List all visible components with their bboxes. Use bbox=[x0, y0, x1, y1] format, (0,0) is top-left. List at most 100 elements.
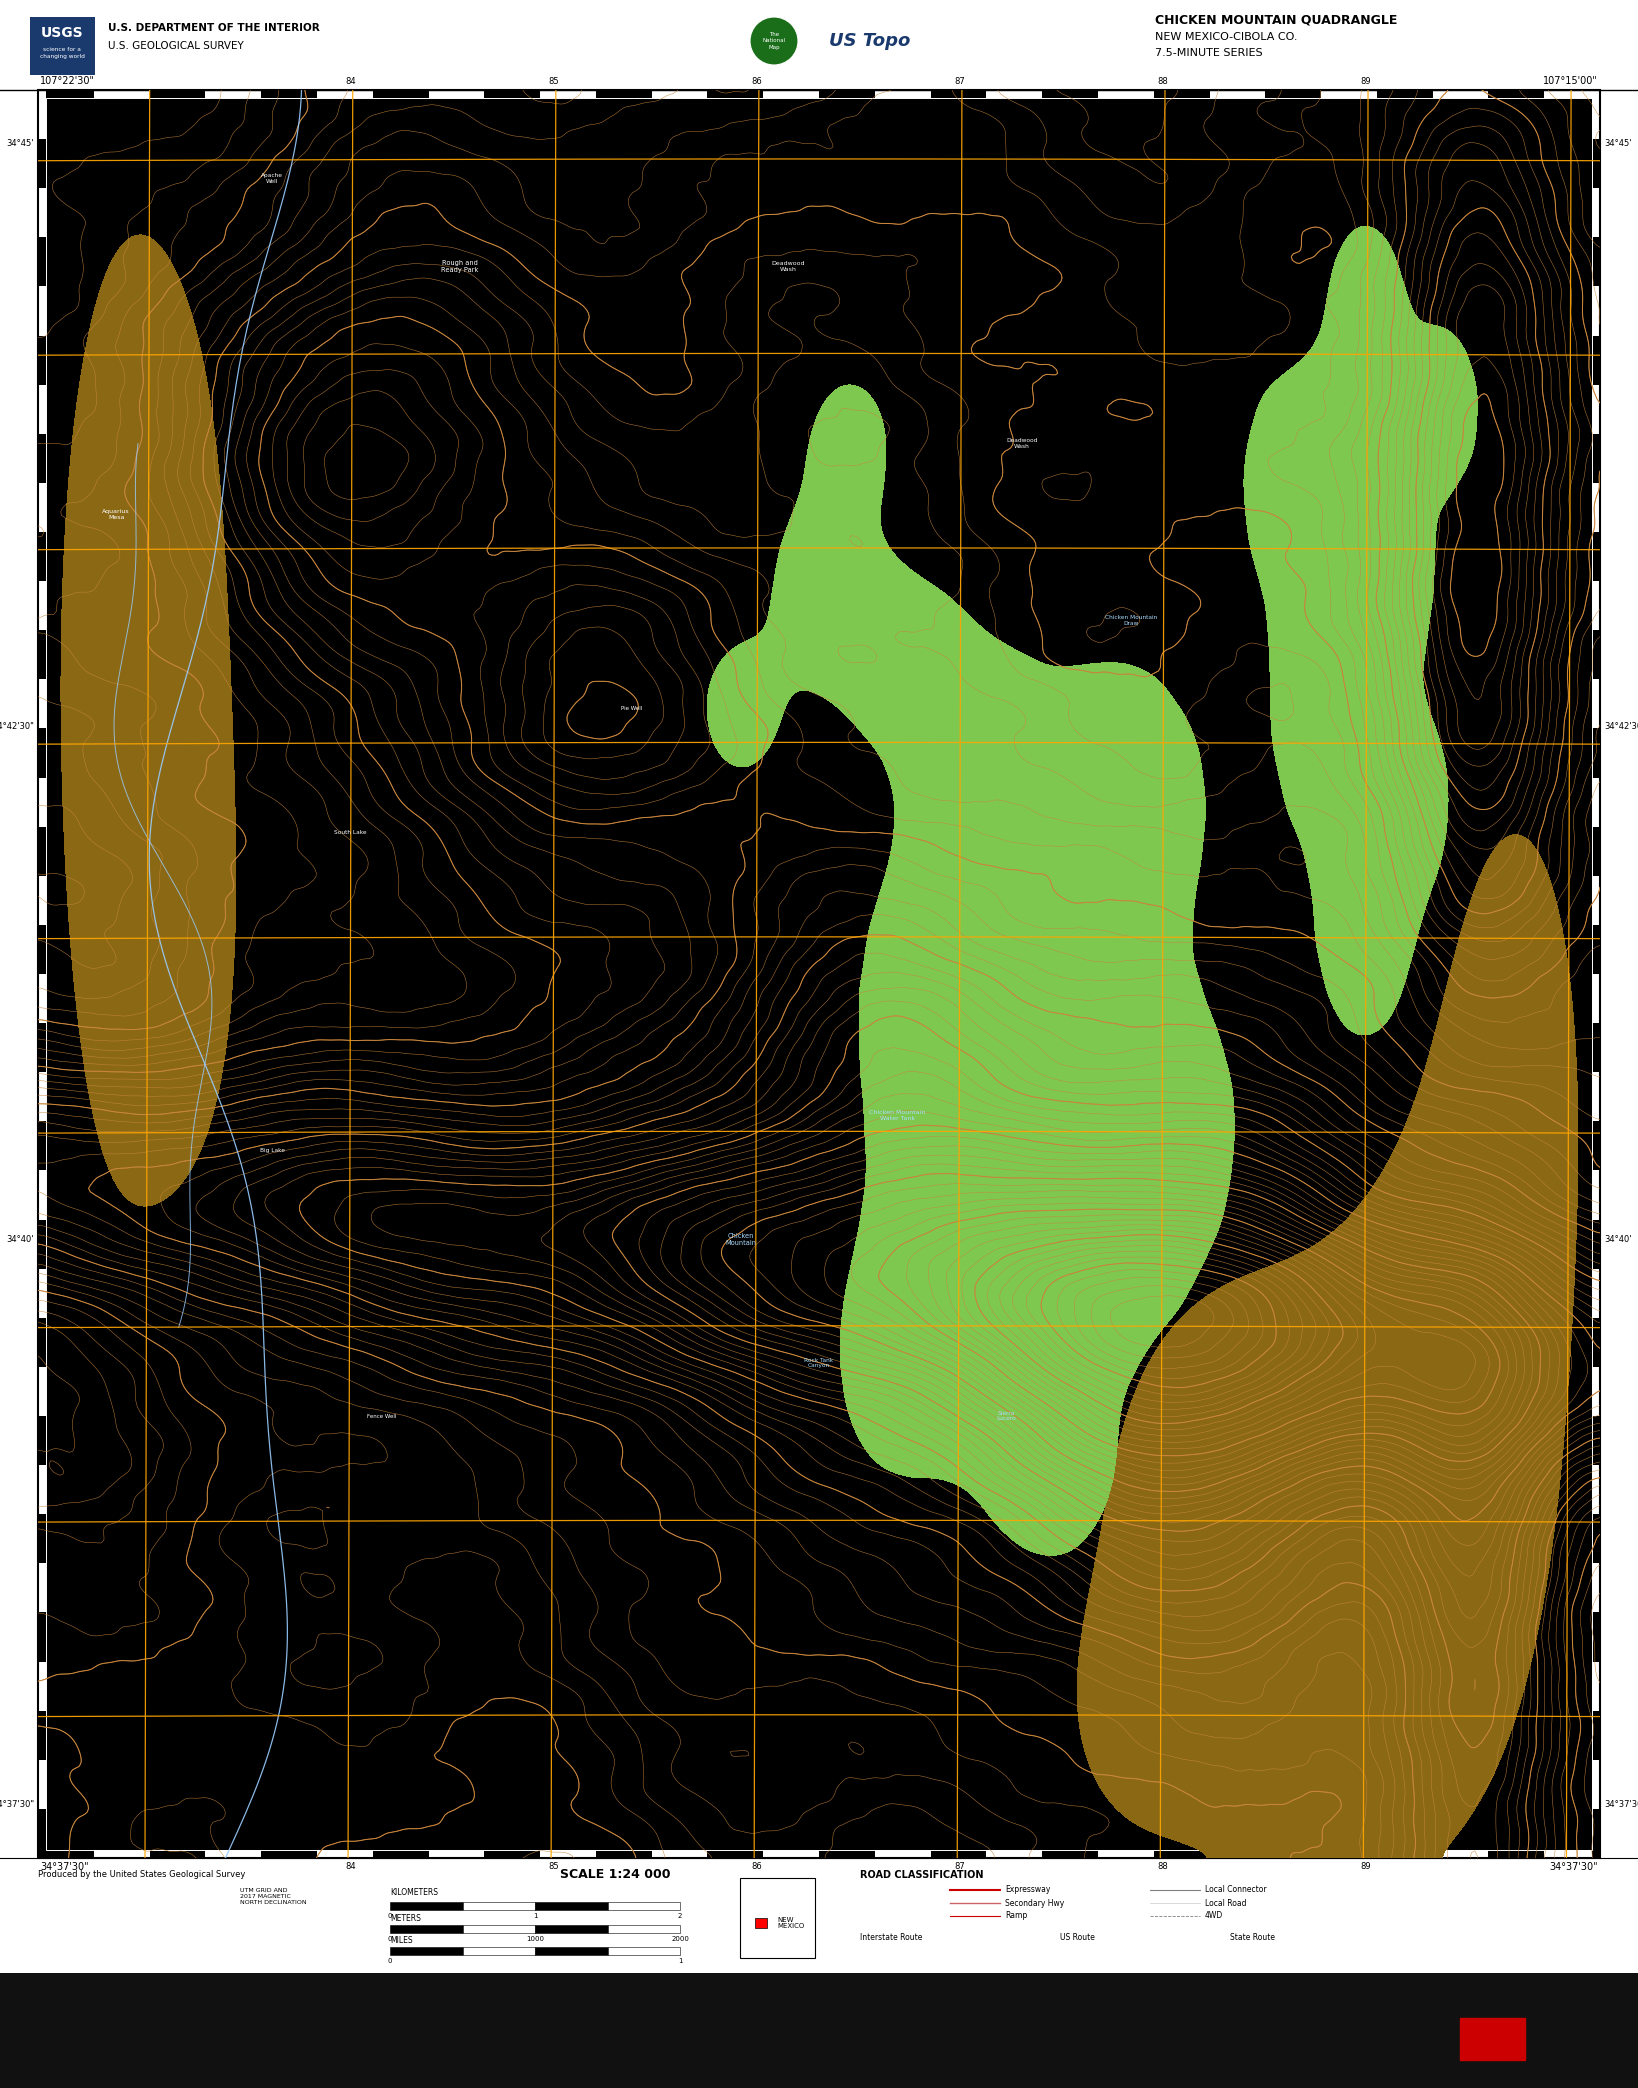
Text: Apache
Well: Apache Well bbox=[262, 173, 283, 184]
Bar bbox=[316, 1850, 373, 1858]
Text: 34°40': 34°40' bbox=[1604, 1234, 1631, 1244]
Bar bbox=[38, 827, 46, 875]
Bar bbox=[149, 90, 205, 98]
Bar bbox=[1433, 1850, 1489, 1858]
Bar bbox=[316, 90, 373, 98]
Text: USGS: USGS bbox=[41, 25, 84, 40]
Text: 34°37'30": 34°37'30" bbox=[1604, 1800, 1638, 1810]
Bar bbox=[38, 1612, 46, 1662]
Bar bbox=[38, 631, 46, 679]
Text: Interstate Route: Interstate Route bbox=[860, 1933, 922, 1942]
Bar bbox=[1592, 1760, 1600, 1808]
Bar bbox=[38, 973, 46, 1023]
Bar bbox=[1209, 1850, 1265, 1858]
Bar bbox=[986, 90, 1042, 98]
Text: 84: 84 bbox=[346, 77, 355, 86]
Bar bbox=[1433, 90, 1489, 98]
Text: 34°42'30": 34°42'30" bbox=[0, 722, 34, 731]
Bar bbox=[38, 1662, 46, 1710]
Text: National: National bbox=[762, 38, 786, 44]
Bar bbox=[1592, 1808, 1600, 1858]
Circle shape bbox=[750, 17, 798, 65]
Text: Rock Tank
Canyon: Rock Tank Canyon bbox=[804, 1357, 834, 1368]
Bar bbox=[38, 777, 46, 827]
Bar bbox=[1592, 238, 1600, 286]
Bar bbox=[596, 1850, 652, 1858]
Bar bbox=[38, 482, 46, 532]
Bar bbox=[93, 90, 149, 98]
Bar bbox=[38, 532, 46, 580]
Bar bbox=[38, 580, 46, 631]
Bar bbox=[390, 1925, 462, 1933]
Bar bbox=[1592, 1612, 1600, 1662]
Text: 88: 88 bbox=[1158, 77, 1168, 86]
Text: Secondary Hwy: Secondary Hwy bbox=[1006, 1898, 1065, 1908]
Bar bbox=[536, 1902, 608, 1911]
Bar bbox=[1042, 90, 1097, 98]
Text: Pie Well: Pie Well bbox=[621, 706, 642, 712]
Text: The: The bbox=[768, 31, 780, 35]
Text: Deadwood
Wash: Deadwood Wash bbox=[1006, 438, 1038, 449]
Bar bbox=[986, 1850, 1042, 1858]
Bar bbox=[1592, 777, 1600, 827]
Bar bbox=[38, 434, 46, 482]
Bar bbox=[1592, 286, 1600, 336]
Text: 107°22'30": 107°22'30" bbox=[39, 75, 95, 86]
Bar bbox=[462, 1902, 536, 1911]
Bar bbox=[1097, 90, 1153, 98]
Bar bbox=[1042, 1850, 1097, 1858]
Bar bbox=[652, 90, 708, 98]
Bar bbox=[1265, 90, 1322, 98]
Bar bbox=[1592, 1073, 1600, 1121]
Bar bbox=[1592, 532, 1600, 580]
Bar bbox=[1153, 90, 1209, 98]
Bar bbox=[38, 90, 93, 98]
Bar bbox=[1592, 140, 1600, 188]
Bar bbox=[38, 1121, 46, 1171]
Bar bbox=[1592, 1023, 1600, 1073]
Bar bbox=[260, 90, 316, 98]
Bar bbox=[875, 1850, 930, 1858]
Text: Local Connector: Local Connector bbox=[1206, 1885, 1266, 1894]
Bar bbox=[38, 1850, 93, 1858]
Text: 2000: 2000 bbox=[672, 1936, 690, 1942]
Text: 88: 88 bbox=[1158, 1862, 1168, 1871]
Text: 89: 89 bbox=[1361, 1862, 1371, 1871]
Bar bbox=[462, 1946, 536, 1954]
Text: NEW
MEXICO: NEW MEXICO bbox=[776, 1917, 804, 1929]
Bar bbox=[1592, 875, 1600, 925]
Text: Chicken
Mountain: Chicken Mountain bbox=[726, 1232, 757, 1247]
Bar bbox=[429, 1850, 485, 1858]
Text: Big Lake: Big Lake bbox=[260, 1148, 285, 1153]
Bar bbox=[38, 1416, 46, 1466]
Text: State Route: State Route bbox=[1230, 1933, 1274, 1942]
Bar bbox=[596, 90, 652, 98]
Text: 34°42'30": 34°42'30" bbox=[1604, 722, 1638, 731]
Text: 1: 1 bbox=[678, 1959, 683, 1965]
Bar bbox=[541, 90, 596, 98]
Bar bbox=[1592, 90, 1600, 140]
Text: 87: 87 bbox=[955, 77, 965, 86]
Text: 1000: 1000 bbox=[526, 1936, 544, 1942]
Text: US Topo: US Topo bbox=[829, 31, 911, 50]
Bar bbox=[38, 1219, 46, 1270]
Text: 4WD: 4WD bbox=[1206, 1911, 1224, 1921]
Bar bbox=[1545, 1850, 1600, 1858]
Bar bbox=[1592, 1662, 1600, 1710]
Bar bbox=[1592, 188, 1600, 238]
Text: 34°40': 34°40' bbox=[7, 1234, 34, 1244]
Bar bbox=[1592, 1270, 1600, 1318]
Text: CHICKEN MOUNTAIN QUADRANGLE: CHICKEN MOUNTAIN QUADRANGLE bbox=[1155, 13, 1397, 27]
Bar bbox=[708, 1850, 763, 1858]
Text: ROAD CLASSIFICATION: ROAD CLASSIFICATION bbox=[860, 1871, 983, 1879]
Bar bbox=[608, 1902, 680, 1911]
Bar bbox=[38, 1514, 46, 1564]
Text: South Lake: South Lake bbox=[334, 831, 367, 835]
Bar bbox=[536, 1946, 608, 1954]
Text: Produced by the United States Geological Survey: Produced by the United States Geological… bbox=[38, 1871, 246, 1879]
Text: Fence Well: Fence Well bbox=[367, 1414, 396, 1418]
Bar bbox=[1592, 434, 1600, 482]
Text: 84: 84 bbox=[346, 1862, 355, 1871]
Bar bbox=[38, 90, 1600, 1858]
Bar bbox=[390, 1902, 462, 1911]
